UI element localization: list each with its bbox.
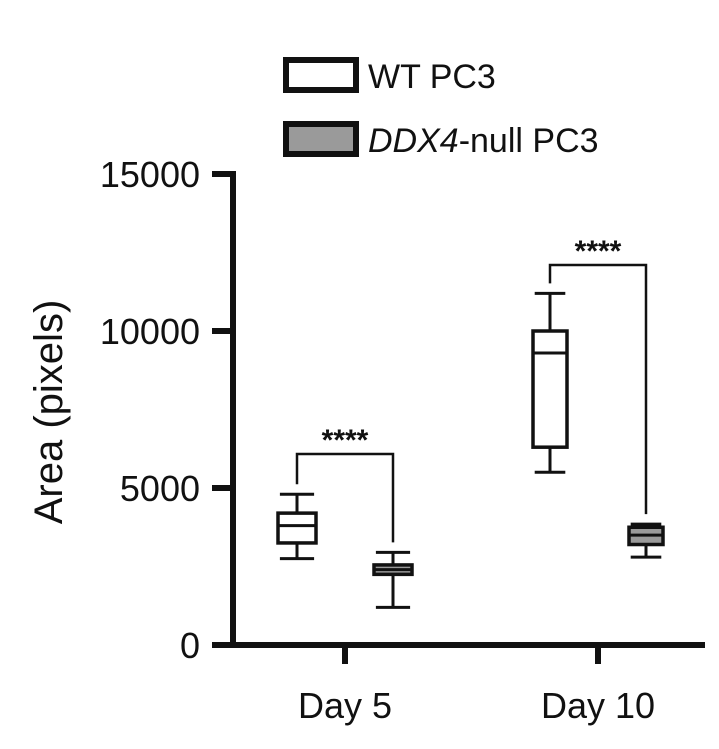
legend: WT PC3 DDX4-null PC3 — [283, 57, 599, 160]
box-0-1 — [531, 291, 569, 474]
legend-label-ddx4-rest: -null PC3 — [459, 122, 599, 160]
y-ticks: 0 5000 10000 15000 — [100, 154, 233, 666]
significance-bracket-0 — [295, 452, 395, 543]
y-axis-title: Area (pixels) — [27, 300, 71, 525]
x-tick-label-0: Day 5 — [298, 685, 392, 726]
legend-label-wt: WT PC3 — [368, 58, 496, 96]
legend-label-ddx4-italic: DDX4 — [368, 122, 459, 160]
y-tick-label-2: 10000 — [100, 311, 200, 352]
significance-brackets: **** **** — [295, 235, 648, 543]
legend-swatch-ddx4 — [283, 121, 359, 157]
box-0-0 — [276, 492, 318, 561]
significance-label-1: **** — [575, 235, 622, 268]
box-marks — [276, 291, 665, 609]
significance-label-0: **** — [322, 424, 369, 457]
box-iqr — [276, 511, 318, 545]
box-1-1 — [627, 522, 665, 559]
legend-label-ddx4: DDX4-null PC3 — [368, 122, 599, 160]
x-ticks: Day 5 Day 10 — [298, 645, 655, 726]
y-tick-label-0: 0 — [180, 625, 200, 666]
significance-bracket-1 — [548, 263, 648, 515]
box-iqr — [531, 329, 569, 449]
y-tick-label-1: 5000 — [120, 468, 200, 509]
legend-swatch-wt — [283, 57, 359, 93]
box-1-0 — [372, 550, 414, 609]
y-tick-label-3: 15000 — [100, 154, 200, 195]
x-tick-label-1: Day 10 — [541, 685, 655, 726]
